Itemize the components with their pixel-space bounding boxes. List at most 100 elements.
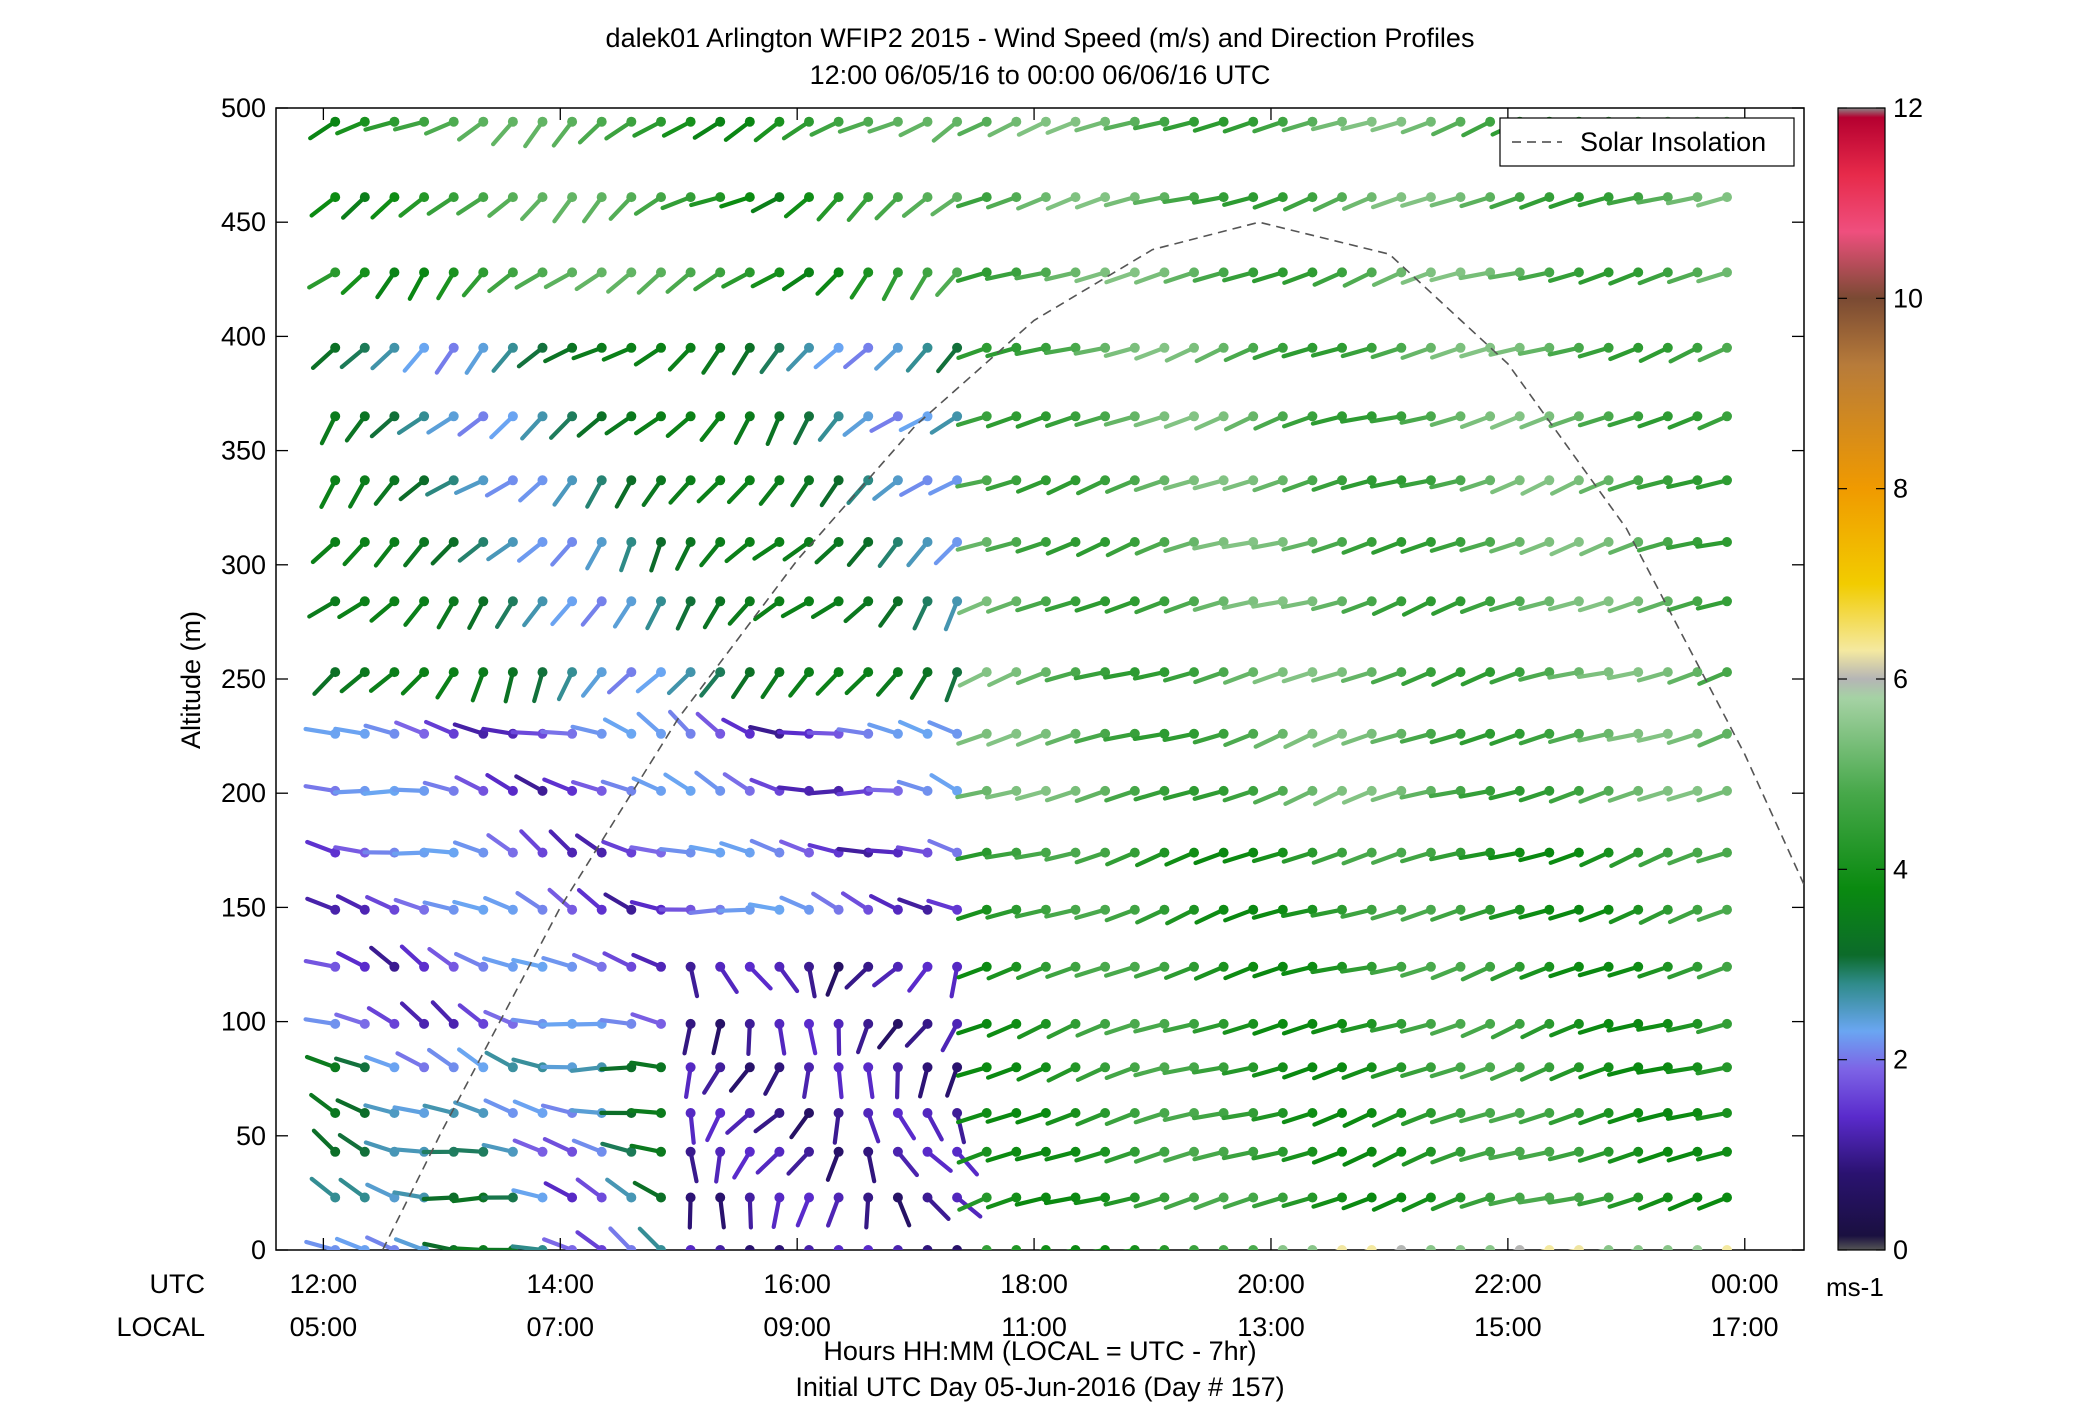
wind-barb: [1606, 1021, 1641, 1033]
wind-barb-dot: [1011, 728, 1022, 739]
wind-barb: [1597, 1247, 1611, 1250]
wind-barb: [1370, 669, 1404, 685]
wind-barb: [956, 731, 989, 746]
wind-barb-dot: [1662, 904, 1673, 915]
wind-barb-dot: [892, 1062, 903, 1073]
wind-barb-dot: [1485, 667, 1496, 678]
y-tick-label: 500: [221, 93, 266, 123]
wind-barb-dot: [1129, 192, 1140, 203]
y-tick-label: 400: [221, 321, 266, 351]
wind-barb-dot: [389, 342, 400, 353]
wind-barb-dot: [1189, 342, 1199, 353]
wind-barb-dot: [1011, 342, 1022, 353]
wind-barb-dot: [537, 475, 548, 486]
x-tick-label-local: 15:00: [1474, 1312, 1542, 1342]
wind-barb: [454, 775, 486, 794]
wind-barb-dot: [1100, 847, 1111, 858]
wind-barb-dot: [1692, 475, 1703, 486]
wind-barb: [1637, 414, 1670, 429]
wind-barb-dot: [596, 267, 607, 278]
wind-barb-dot: [952, 1192, 963, 1203]
wind-barb-dot: [922, 192, 933, 203]
wind-barb-dot: [1040, 475, 1051, 486]
wind-barb-dot: [1218, 537, 1229, 547]
wind-barb: [309, 1176, 338, 1200]
wind-barb: [1341, 599, 1374, 614]
wind-barb: [467, 599, 486, 631]
wind-barb-dot: [833, 1192, 844, 1203]
wind-barb: [1134, 599, 1167, 615]
wind-barb-dot: [1485, 904, 1496, 915]
wind-barb-dot: [744, 116, 755, 127]
wind-barb-dot: [330, 192, 341, 203]
wind-barb: [483, 895, 516, 912]
wind-barb-dot: [981, 961, 992, 972]
wind-barb-dot: [1040, 537, 1051, 547]
wind-barb: [1104, 1065, 1137, 1081]
wind-barb: [1339, 964, 1374, 974]
wind-barb-dot: [833, 475, 844, 486]
wind-barb-dot: [656, 667, 666, 678]
wind-barb-dot: [1603, 342, 1614, 353]
wind-barb: [696, 478, 723, 504]
wind-barb: [451, 1147, 486, 1154]
wind-barb-dot: [863, 1192, 874, 1203]
wind-barb: [688, 1247, 693, 1250]
wind-barb-dot: [1189, 1108, 1199, 1118]
wind-barb-dot: [448, 342, 459, 353]
wind-barb: [1045, 119, 1078, 135]
x-tick-label-local: 07:00: [526, 1312, 594, 1342]
wind-barb-dot: [892, 1146, 903, 1157]
wind-barb: [1103, 119, 1137, 131]
wind-barb-dot: [1633, 961, 1644, 972]
wind-barb: [649, 539, 664, 573]
wind-barb-dot: [359, 596, 370, 607]
wind-barb: [1578, 1065, 1611, 1080]
wind-barb-dot: [507, 192, 518, 203]
wind-barb: [955, 788, 989, 800]
wind-barb-dot: [1722, 847, 1732, 858]
wind-barb-dot: [1277, 596, 1288, 607]
wind-barb: [1163, 1149, 1197, 1163]
wind-barb-dot: [1159, 785, 1170, 796]
wind-barb: [400, 669, 427, 696]
wind-barb-dot: [359, 192, 370, 203]
wind-barb-dot: [1189, 267, 1199, 278]
wind-barb-dot: [1277, 116, 1288, 127]
wind-barb-dot: [715, 596, 726, 607]
wind-barb: [393, 897, 427, 912]
wind-barb: [1193, 964, 1226, 981]
wind-barb: [1187, 1247, 1197, 1250]
wind-barb: [760, 669, 782, 700]
wind-barb-dot: [537, 961, 548, 972]
wind-barb-dot: [507, 785, 518, 796]
wind-barb: [753, 599, 782, 622]
wind-barb-dot: [1277, 1146, 1288, 1157]
wind-barb: [675, 599, 693, 631]
wind-barb: [1636, 1021, 1670, 1032]
wind-barb: [1518, 788, 1552, 803]
wind-barb-dot: [419, 116, 430, 127]
wind-barb-dot: [981, 475, 992, 486]
wind-barb: [746, 1021, 752, 1057]
wind-barb: [849, 270, 871, 300]
wind-barb-dot: [359, 667, 370, 678]
wind-barb-dot: [1040, 847, 1051, 858]
wind-barb-dot: [359, 1062, 370, 1073]
wind-barb-dot: [419, 596, 430, 607]
wind-barb-dot: [863, 961, 874, 972]
wind-barb: [1429, 1065, 1463, 1079]
wind-barb: [631, 952, 664, 969]
wind-barb-dot: [1603, 596, 1614, 607]
wind-barb: [427, 1047, 456, 1070]
wind-barb: [1222, 270, 1256, 283]
wind-barb-dot: [1514, 904, 1525, 915]
wind-barb-dot: [952, 192, 963, 203]
wind-barb-dot: [1455, 596, 1466, 607]
wind-barb-dot: [1337, 411, 1347, 422]
wind-barb-dot: [330, 267, 341, 278]
wind-barb-dot: [892, 785, 903, 796]
wind-barb: [569, 1065, 604, 1073]
wind-barb-dot: [952, 1018, 963, 1029]
wind-barb: [1722, 1247, 1730, 1250]
